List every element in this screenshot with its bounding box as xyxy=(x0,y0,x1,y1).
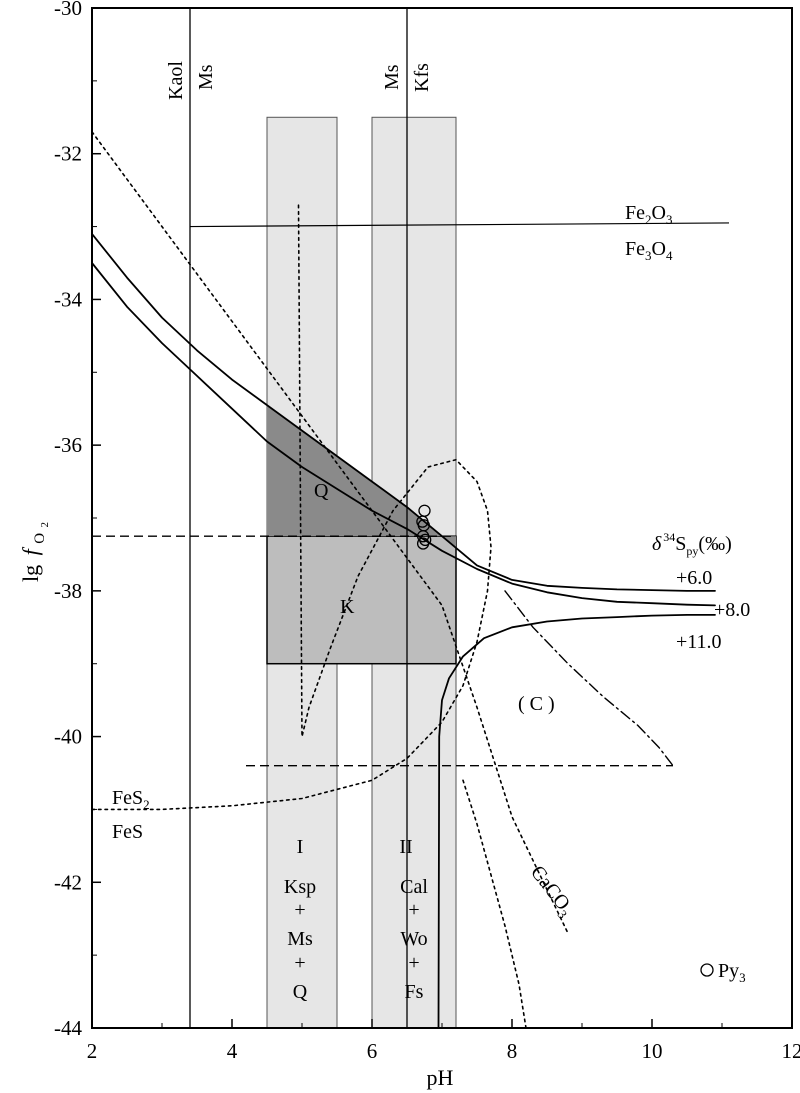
label-fe3o4: Fe3O4 xyxy=(625,238,673,263)
band-ii-mineral-1: Cal xyxy=(400,876,428,898)
band-ii-plus-1: + xyxy=(408,899,419,921)
series-label-11: +11.0 xyxy=(676,631,722,653)
label-fe2o3: Fe2O3 xyxy=(625,202,672,227)
y-tick-label: -34 xyxy=(54,287,82,311)
band-i-mineral-3: Q xyxy=(293,981,308,1003)
label-kfs: Kfs xyxy=(411,63,433,92)
band-ii-plus-2: + xyxy=(408,952,419,974)
band-label-i: I xyxy=(297,836,304,858)
boundary-lines xyxy=(91,8,730,1029)
x-tick-label: 2 xyxy=(87,1039,98,1063)
x-tick-label: 12 xyxy=(782,1039,800,1063)
pyrite-points xyxy=(416,504,432,550)
y-tick-label: -40 xyxy=(54,725,82,749)
label-ms-right: Ms xyxy=(381,64,403,90)
y-tick-label: -36 xyxy=(54,433,82,457)
band-ii-mineral-3: Fs xyxy=(405,981,424,1003)
series-line-7 xyxy=(504,590,674,767)
x-tick-label: 6 xyxy=(367,1039,378,1063)
band-ii-assemblage: Cal + Wo + Fs xyxy=(400,876,428,1003)
y-axis-title: lg f O 2 xyxy=(18,522,51,582)
label-fes2: FeS2 xyxy=(112,787,150,812)
zone-k xyxy=(266,535,457,665)
magnetite-hematite-boundary xyxy=(189,222,730,228)
series-label-8: +8.0 xyxy=(714,599,750,621)
label-zone-c: ( C ) xyxy=(518,693,555,715)
x-tick-label: 8 xyxy=(507,1039,518,1063)
series-line-3 xyxy=(437,614,716,1029)
legend-label-py3: Py3 xyxy=(718,960,746,985)
legend-marker-py3 xyxy=(700,963,714,977)
label-delta34s: δ 34Spy(‰) xyxy=(652,530,732,558)
series-line-1 xyxy=(91,233,716,592)
x-tick-label: 4 xyxy=(227,1039,238,1063)
label-zone-q: Q xyxy=(314,480,329,502)
band-i-assemblage: Ksp + Ms + Q xyxy=(284,876,316,1003)
legend: Py3 xyxy=(700,960,746,985)
y-tick-label: -44 xyxy=(54,1016,82,1040)
x-axis-title: pH xyxy=(427,1065,454,1090)
series-line-2 xyxy=(91,262,716,607)
label-zone-k: K xyxy=(340,596,355,618)
label-caco3: CaCO3 xyxy=(524,862,578,922)
y-tick-label: -32 xyxy=(54,142,82,166)
series-label-6: +6.0 xyxy=(676,567,712,589)
band-ii-mineral-2: Wo xyxy=(400,928,427,950)
band-i-mineral-1: Ksp xyxy=(284,876,316,898)
x-tick-label: 10 xyxy=(642,1039,663,1063)
label-ms-left: Ms xyxy=(195,64,217,90)
series-line-6 xyxy=(462,779,527,1029)
band-i-plus-1: + xyxy=(294,899,305,921)
label-fes: FeS xyxy=(112,821,143,843)
y-tick-label: -30 xyxy=(54,0,82,20)
label-kaol: Kaol xyxy=(165,61,187,100)
data-point-py3 xyxy=(416,537,430,550)
series-line-4 xyxy=(91,203,492,811)
y-tick-label: -42 xyxy=(54,870,82,894)
axis-ticks: 2 4 6 8 10 12 -30 -32 -34 -36 -38 -40 -42 -44 xyxy=(54,0,800,1063)
y-tick-label: -38 xyxy=(54,579,82,603)
band-i-plus-2: + xyxy=(294,952,305,974)
band-label-ii: II xyxy=(399,836,412,858)
zone-q xyxy=(267,405,456,548)
series-line-5 xyxy=(91,131,569,935)
band-i-mineral-2: Ms xyxy=(287,928,313,950)
